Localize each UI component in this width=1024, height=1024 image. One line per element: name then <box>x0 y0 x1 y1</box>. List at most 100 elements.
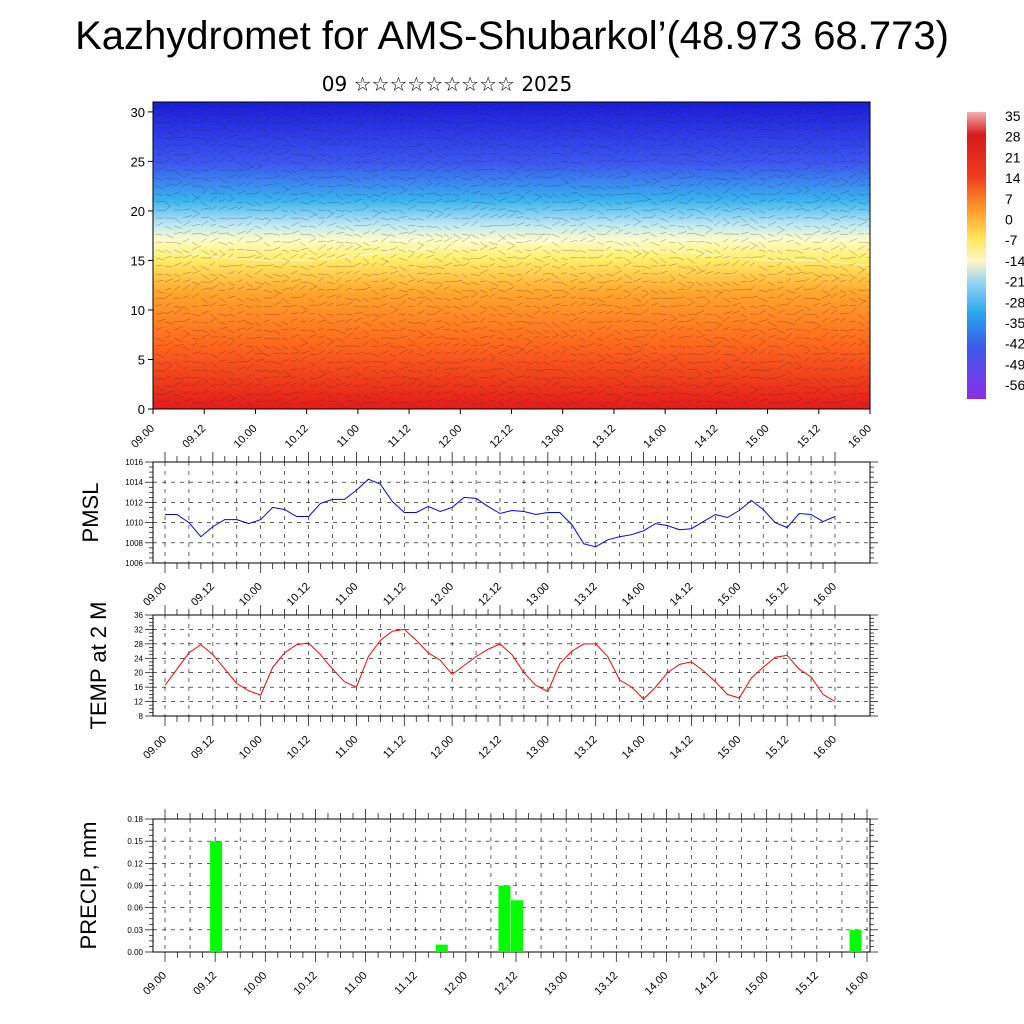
precip-bar <box>849 929 862 952</box>
wind-barb <box>443 237 453 243</box>
wind-barb <box>569 224 577 227</box>
y-axis-title: PMSL <box>78 483 103 543</box>
wind-barb <box>578 345 588 348</box>
wind-barb <box>785 201 794 204</box>
wind-barb <box>776 206 784 211</box>
wind-barb <box>344 265 355 267</box>
wind-barb <box>614 125 623 131</box>
wind-barb <box>353 297 362 303</box>
wind-barb <box>272 265 283 268</box>
wind-barb <box>380 361 389 365</box>
wind-barb <box>326 247 333 251</box>
wind-barb <box>308 183 315 187</box>
wind-barb <box>164 361 173 365</box>
wind-barb <box>182 313 191 315</box>
wind-barb <box>182 142 191 147</box>
wind-barb <box>236 334 243 339</box>
wind-barb <box>830 199 841 203</box>
wind-barb <box>425 313 436 315</box>
wind-barb <box>848 262 856 267</box>
wind-barb <box>209 144 216 147</box>
wind-barb <box>389 233 396 238</box>
wind-barb <box>758 113 769 118</box>
wind-barb <box>335 295 342 299</box>
wind-barb <box>488 368 498 371</box>
wind-barb <box>515 105 523 107</box>
ytick-label: 0.18 <box>127 815 143 824</box>
wind-barb <box>362 201 370 208</box>
wind-barb <box>767 265 775 267</box>
wind-barb <box>434 110 441 115</box>
wind-barb <box>155 361 164 366</box>
wind-barb <box>686 301 696 307</box>
wind-barb <box>722 246 729 251</box>
wind-barb <box>704 377 713 380</box>
wind-barb <box>839 119 848 123</box>
wind-barb <box>191 293 200 299</box>
colorbar-label: -56 <box>1005 377 1024 393</box>
wind-barb <box>713 134 721 139</box>
wind-barb <box>794 233 803 241</box>
wind-barb <box>650 137 657 142</box>
wind-barb <box>560 167 567 171</box>
wind-barb <box>704 205 714 211</box>
wind-barb <box>299 121 307 124</box>
wind-barb <box>767 360 777 363</box>
wind-barb <box>389 209 397 211</box>
xtick-label: 14.12 <box>668 581 696 609</box>
wind-barb <box>623 375 630 379</box>
wind-barb <box>308 176 316 179</box>
wind-barb <box>668 273 675 279</box>
wind-barb <box>416 345 424 351</box>
wind-barb <box>839 265 849 272</box>
wind-barb <box>461 313 470 320</box>
wind-barb <box>272 361 283 365</box>
wind-barb <box>767 273 776 275</box>
wind-barb <box>614 201 622 206</box>
wind-barb <box>227 158 235 163</box>
wind-barb <box>200 169 209 172</box>
wind-barb <box>650 113 660 118</box>
wind-barb <box>497 401 505 406</box>
wind-barb <box>569 256 579 259</box>
wind-barb <box>209 192 219 195</box>
wind-barb <box>218 132 227 139</box>
wind-barb <box>488 120 496 123</box>
wind-barb <box>560 369 569 375</box>
wind-barb <box>470 369 478 373</box>
wind-barb <box>632 121 641 127</box>
wind-barb <box>371 157 381 163</box>
wind-barb <box>641 333 650 339</box>
wind-barb <box>623 206 631 211</box>
wind-barb <box>731 310 740 315</box>
wind-barb <box>470 377 477 383</box>
wind-barb <box>227 134 238 139</box>
wind-barb <box>353 161 361 163</box>
wind-barb <box>155 168 164 171</box>
wind-barb <box>632 184 642 187</box>
wind-barb <box>290 209 297 215</box>
wind-barb <box>191 254 200 259</box>
wind-barb <box>173 308 182 315</box>
wind-barb <box>641 353 650 358</box>
wind-barb <box>191 361 201 363</box>
wind-barb <box>434 233 444 238</box>
wind-barb <box>425 225 436 228</box>
wind-barb <box>434 159 441 163</box>
wind-barb <box>209 353 219 359</box>
wind-barb <box>434 366 441 371</box>
wind-barb <box>182 173 192 179</box>
wind-barb <box>308 249 318 256</box>
wind-barb <box>587 391 595 395</box>
wind-barb <box>254 281 265 285</box>
wind-barb <box>263 133 270 139</box>
wind-barb <box>182 208 191 211</box>
wind-barb <box>650 157 658 163</box>
wind-barb <box>425 318 432 323</box>
wind-barb <box>254 165 263 171</box>
wind-barb <box>281 401 290 405</box>
wind-barb <box>389 128 397 131</box>
wind-barb <box>326 385 336 389</box>
wind-barb <box>776 225 785 231</box>
wind-barb <box>416 388 424 395</box>
